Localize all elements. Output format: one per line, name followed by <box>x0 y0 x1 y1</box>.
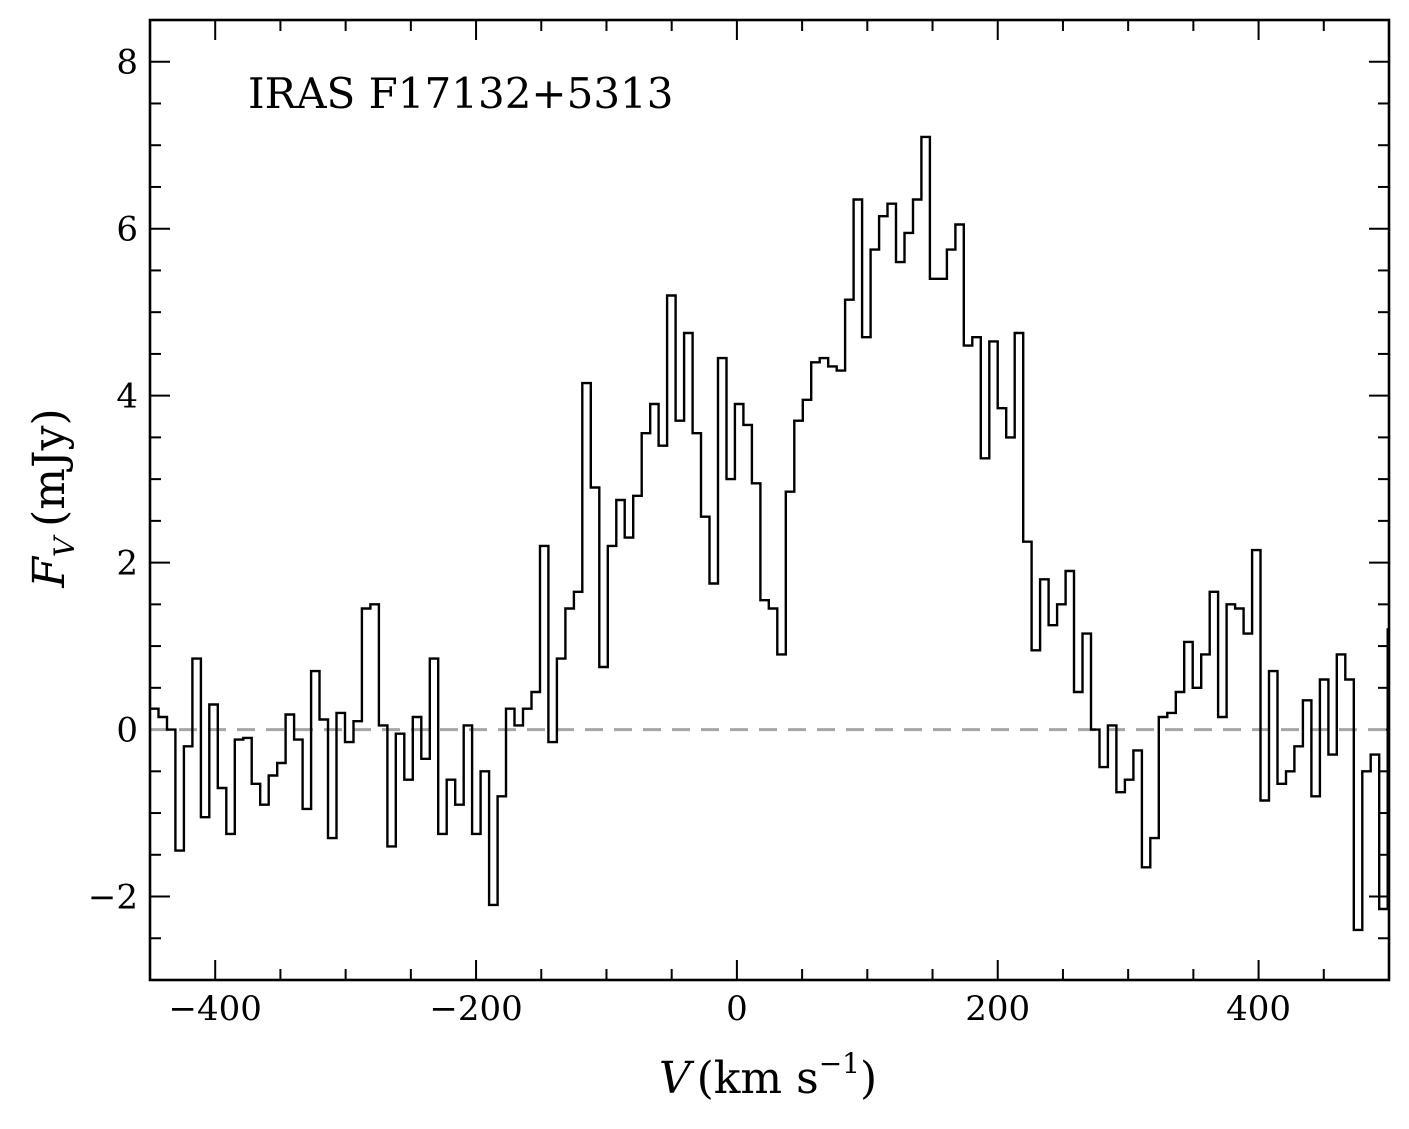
x-axis-exponent: −1 <box>819 1047 860 1080</box>
y-tick-label: 8 <box>116 43 138 83</box>
tick-labels: −400 −200 0 200 400 −2 0 2 4 6 8 <box>88 43 1291 1029</box>
y-axis-subscript: V <box>48 534 81 557</box>
y-axis-title: FV (mJy) <box>24 408 81 588</box>
y-tick-label: −2 <box>88 878 138 918</box>
y-tick-label: 0 <box>116 711 138 751</box>
x-tick-label: 400 <box>1226 989 1291 1029</box>
x-tick-label: 0 <box>726 989 748 1029</box>
x-axis-close: ) <box>860 1053 877 1104</box>
x-axis-title: V (km s−1) <box>659 1047 877 1104</box>
spectrum-step-line <box>150 135 1389 932</box>
x-axis-symbol: V <box>659 1053 695 1104</box>
y-tick-label: 4 <box>116 377 138 417</box>
y-axis-symbol: F <box>24 556 75 589</box>
y-axis-unit: (mJy) <box>24 408 75 527</box>
plot-frame <box>148 18 1391 982</box>
chart-annotation: IRAS F17132+5313 <box>248 69 674 118</box>
y-tick-label: 6 <box>116 210 138 250</box>
major-ticks <box>150 20 1389 980</box>
y-tick-label: 2 <box>116 544 138 584</box>
x-tick-label: 200 <box>965 989 1030 1029</box>
x-axis-unit: (km s <box>697 1053 819 1104</box>
x-tick-label: −400 <box>169 989 262 1029</box>
x-tick-label: −200 <box>429 989 522 1029</box>
